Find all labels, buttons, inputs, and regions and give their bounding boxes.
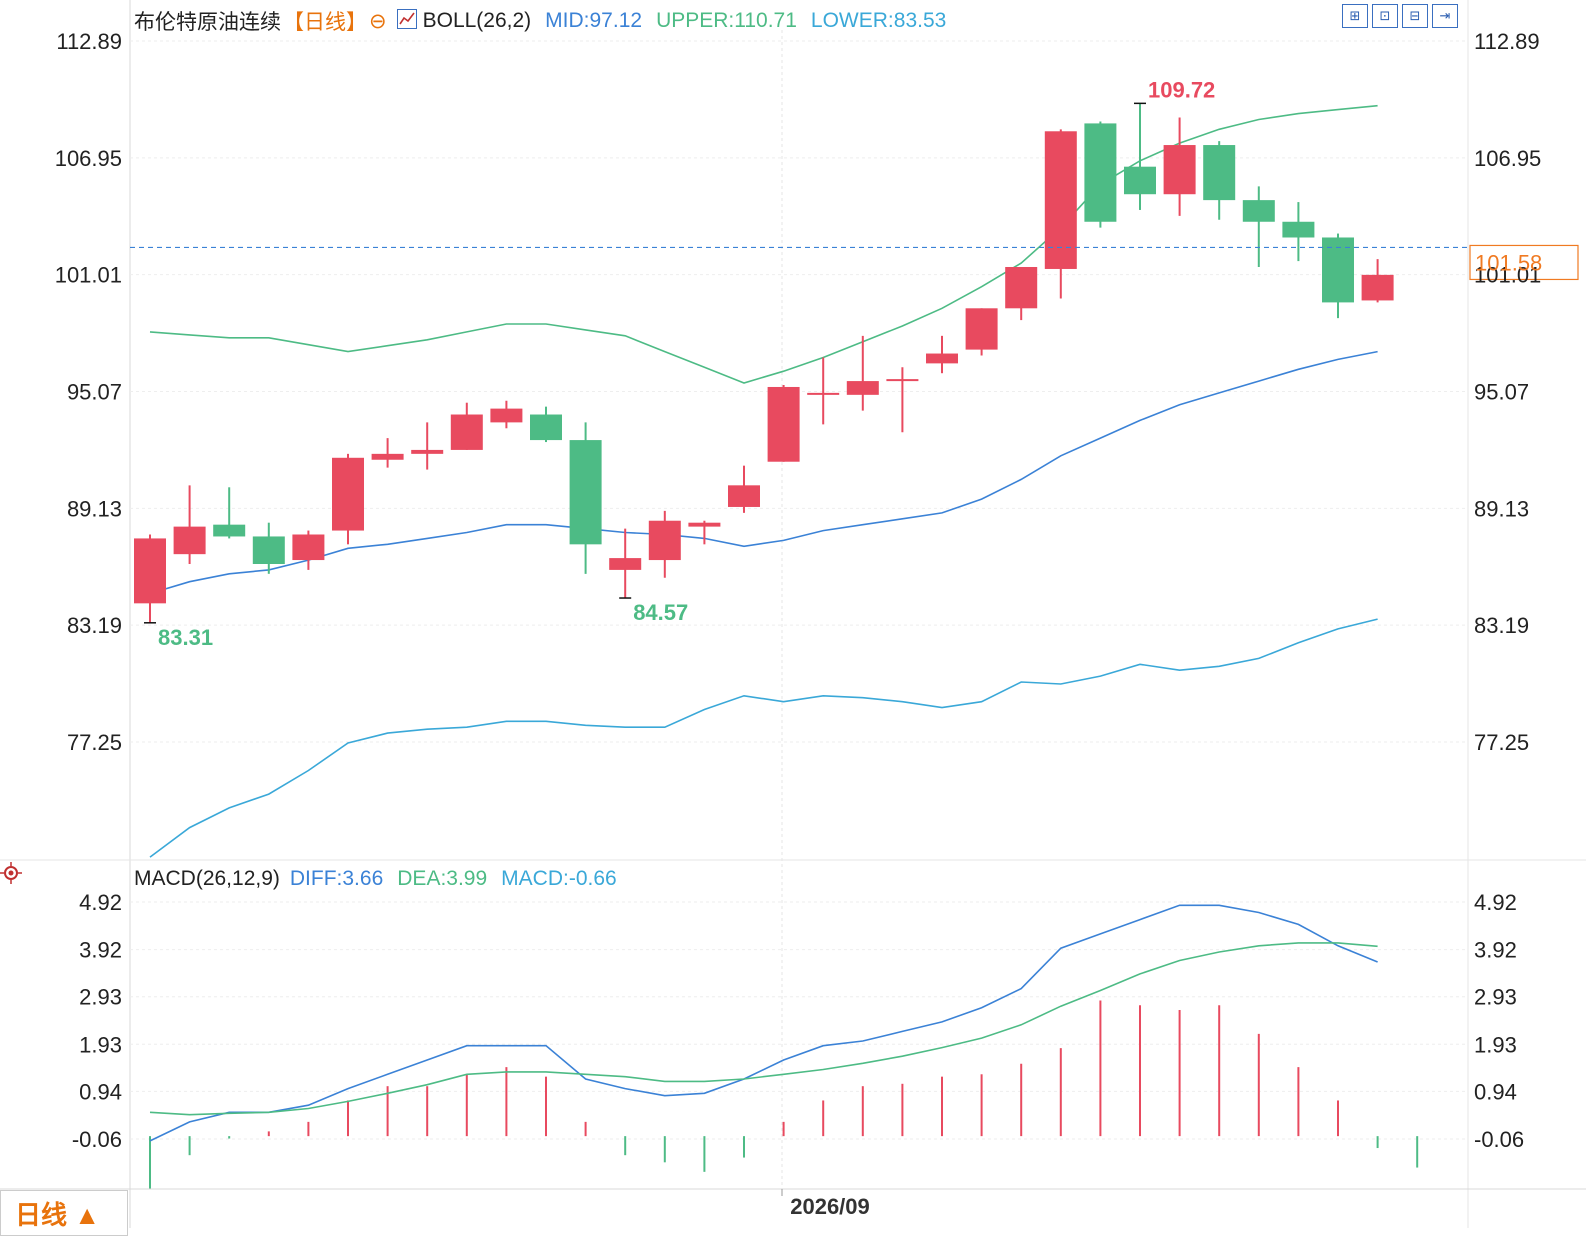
min-price-label: 83.31 (158, 625, 213, 650)
boll-mid-line (149, 350, 1378, 595)
candle-body (1163, 145, 1196, 195)
min-price-label: 84.57 (633, 600, 688, 625)
boll-header: 布伦特原油连续 【日线】 ⊖ BOLL(26,2) MID:97.12 UPPE… (134, 6, 960, 36)
settings-target-icon[interactable] (0, 862, 22, 884)
candle-body (1084, 123, 1117, 222)
macd-dea-line (149, 942, 1378, 1116)
boll-mid-value: MID:97.12 (545, 9, 643, 32)
boll-upper-value: UPPER:110.71 (656, 9, 797, 32)
macd-tick-left: 0.94 (79, 1079, 122, 1104)
last-price-box (1469, 244, 1579, 281)
candle-body (609, 558, 642, 570)
period-tag: 【日线】 (283, 11, 367, 34)
macd-tick-left: 2.93 (79, 985, 122, 1010)
candle-body (1322, 237, 1354, 303)
chart-toolbar: ⊞ ⊡ ⊟ ⇥ (1342, 4, 1458, 28)
macd-macd-value: MACD:-0.66 (501, 867, 617, 890)
macd-diff-value: DIFF:3.66 (289, 867, 384, 890)
candle-body (648, 520, 681, 561)
candle-body (530, 414, 562, 441)
price-tick-left: 95.07 (67, 380, 122, 405)
macd-tick-left: 3.92 (79, 938, 122, 963)
boll-lower-line (149, 618, 1378, 858)
toggle-circle-icon[interactable]: ⊖ (369, 9, 387, 33)
candle-body (213, 524, 246, 537)
price-tick-right: 89.13 (1474, 496, 1529, 521)
price-tick-right: 77.25 (1474, 730, 1529, 755)
boll-label: BOLL(26,2) (422, 9, 532, 32)
candle-body (1203, 145, 1236, 201)
candle-body (1361, 274, 1394, 301)
price-tick-right: 83.19 (1474, 613, 1529, 638)
candle-body (252, 536, 285, 564)
candle-body (1044, 131, 1077, 269)
macd-panel (149, 904, 1419, 1189)
macd-tick-right: 4.92 (1474, 890, 1517, 915)
candle-body (1242, 200, 1275, 222)
candle-body (134, 538, 166, 604)
candle-body (1124, 166, 1156, 195)
macd-dea-value: DEA:3.99 (397, 867, 488, 890)
price-tick-right: 101.01 (1474, 263, 1541, 288)
candle-body (292, 534, 325, 561)
candle-body (886, 379, 919, 382)
price-tick-right: 95.07 (1474, 380, 1529, 405)
macd-tick-right: 0.94 (1474, 1079, 1517, 1104)
zoom-in-icon[interactable]: ⊡ (1372, 4, 1398, 28)
candle-body (965, 308, 998, 350)
macd-header: MACD(26,12,9) DIFF:3.66 DEA:3.99 MACD:-0… (134, 867, 631, 891)
candle-body (173, 526, 206, 555)
period-selector[interactable]: 日线 ▲ (0, 1190, 128, 1236)
macd-label: MACD(26,12,9) (134, 867, 280, 890)
price-tick-left: 112.89 (56, 29, 122, 54)
macd-diff-line (149, 904, 1378, 1142)
last-price-label: 101.58 (1475, 250, 1542, 275)
candle-body (332, 457, 364, 531)
candle-body (1282, 221, 1315, 238)
axis-labels: 112.89 112.89 106.95 106.95 101.01 101.01 95.0… (55, 29, 1543, 1219)
candlesticks (130, 103, 1579, 623)
candle-body (411, 449, 444, 454)
fullscreen-icon[interactable]: ⇥ (1432, 4, 1458, 28)
candle-body (846, 381, 879, 395)
candle-body (926, 353, 958, 364)
candle-body (371, 453, 404, 460)
macd-tick-left: 4.92 (79, 890, 122, 915)
price-tick-left: 106.95 (55, 146, 122, 171)
candle-body (807, 392, 840, 395)
grid-icon[interactable]: ⊞ (1342, 4, 1368, 28)
candle-body (688, 522, 721, 527)
macd-tick-right: 2.93 (1474, 985, 1517, 1010)
x-axis-date-label: 2026/09 (790, 1194, 870, 1219)
macd-tick-right: 1.93 (1474, 1032, 1517, 1057)
instrument-title: 布伦特原油连续 (134, 11, 281, 34)
indicator-chart-icon[interactable] (396, 9, 417, 29)
price-tick-left: 89.13 (67, 496, 122, 521)
macd-tick-right: 3.92 (1474, 938, 1517, 963)
macd-tick-right: -0.06 (1474, 1127, 1524, 1152)
candle-body (490, 408, 523, 423)
candle-body (1005, 266, 1038, 309)
boll-lower-value: LOWER:83.53 (810, 9, 947, 32)
candle-body (767, 386, 800, 462)
price-tick-left: 77.25 (67, 730, 122, 755)
price-tick-right: 106.95 (1474, 146, 1541, 171)
price-tick-right: 112.89 (1474, 29, 1540, 54)
macd-tick-left: -0.06 (72, 1127, 122, 1152)
max-price-label: 109.72 (1148, 77, 1215, 102)
candle-body (450, 414, 483, 450)
price-tick-left: 83.19 (67, 613, 122, 638)
macd-tick-left: 1.93 (79, 1032, 122, 1057)
candle-body (728, 485, 760, 507)
price-tick-left: 101.01 (55, 263, 122, 288)
zoom-out-icon[interactable]: ⊟ (1402, 4, 1428, 28)
candle-body (569, 440, 602, 545)
